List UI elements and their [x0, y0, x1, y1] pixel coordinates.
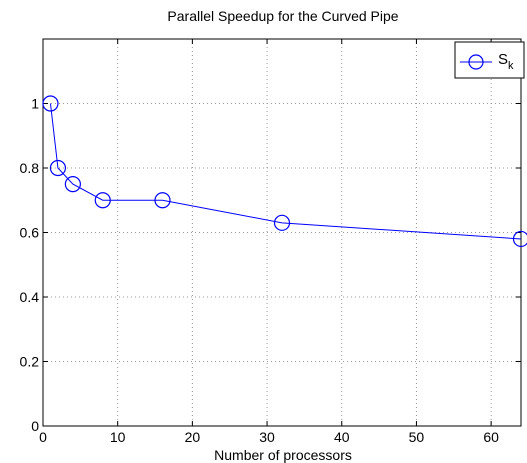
series-line	[49, 103, 522, 240]
y-tick-label: 1	[31, 96, 39, 112]
legend-series-subscript: k	[508, 60, 514, 72]
y-tick-label: 0.4	[20, 289, 40, 305]
data-point-marker	[512, 230, 527, 248]
x-tick-label: 50	[409, 429, 425, 445]
y-tick-label: 0.8	[20, 160, 40, 176]
legend-marker	[468, 54, 484, 70]
grid-lines	[43, 39, 521, 426]
legend-box	[454, 41, 525, 79]
data-point-marker	[42, 95, 59, 112]
chart-title: Parallel Speedup for the Curved Pipe	[167, 8, 398, 24]
data-point-marker	[49, 159, 67, 177]
data-point-marker	[64, 176, 81, 193]
data-point-marker	[273, 214, 291, 231]
x-tick-label: 30	[259, 429, 275, 445]
x-tick-label: 40	[334, 429, 350, 445]
plot-area-frame	[42, 38, 522, 427]
x-tick-labels: 0 10 20 30 40 50 60	[39, 429, 499, 445]
x-axis-label: Number of processors	[214, 447, 352, 463]
data-series	[42, 95, 527, 248]
legend: Sk	[454, 41, 525, 79]
y-tick-labels: 0 0.2 0.4 0.6 0.8 1	[20, 96, 40, 435]
x-tick-label: 20	[185, 429, 201, 445]
legend-label: Sk	[498, 51, 514, 72]
x-tick-label: 10	[110, 429, 126, 445]
data-point-marker	[94, 192, 111, 209]
axis-ticks	[42, 39, 521, 427]
y-tick-label: 0.2	[20, 354, 40, 370]
data-point-marker	[154, 192, 171, 209]
x-tick-label: 60	[483, 429, 499, 445]
y-tick-label: 0.6	[20, 225, 40, 241]
x-tick-label: 0	[39, 429, 47, 445]
y-tick-label: 0	[31, 418, 39, 434]
legend-series-name: S	[498, 51, 508, 68]
